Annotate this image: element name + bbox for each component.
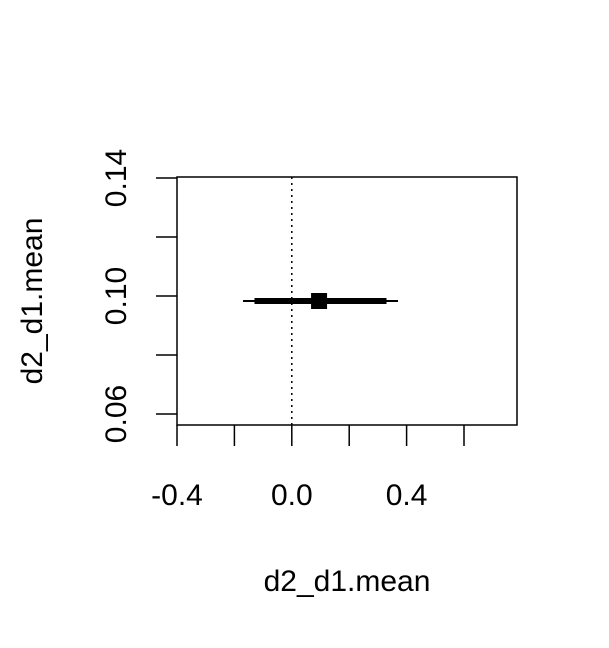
y-axis: 0.06 0.10 0.14 [100,149,177,443]
plot-frame [176,176,518,426]
x-axis: -0.4 0.0 0.4 [151,425,465,512]
x-axis-title: d2_d1.mean [264,565,431,598]
plot-marks [243,177,398,425]
y-tick-label: 0.06 [100,385,133,443]
y-tick-label: 0.10 [100,267,133,325]
point-estimate-marker [311,293,328,309]
y-tick-label: 0.14 [100,149,133,207]
y-axis-title: d2_d1.mean [16,218,49,385]
x-tick-label: -0.4 [151,479,203,512]
x-tick-label: 0.0 [271,479,313,512]
x-tick-label: 0.4 [386,479,428,512]
